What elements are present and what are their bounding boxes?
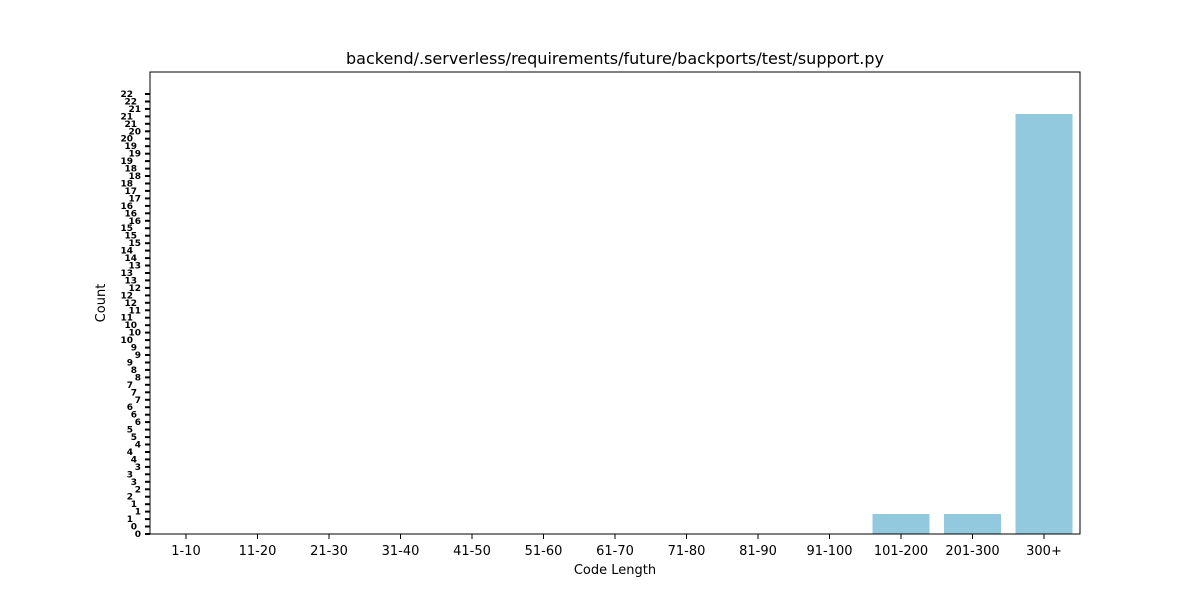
x-tick-label: 201-300 — [945, 544, 999, 559]
bar-101-200 — [873, 514, 930, 534]
x-tick-label: 1-10 — [171, 544, 201, 559]
x-tick-label: 21-30 — [310, 544, 348, 559]
x-tick-label: 41-50 — [453, 544, 491, 559]
y-tick-label: 1 — [127, 515, 133, 525]
chart-title: backend/.serverless/requirements/future/… — [346, 49, 884, 68]
y-tick-label: 7 — [127, 381, 133, 391]
x-tick-label: 71-80 — [668, 544, 706, 559]
x-tick-label: 91-100 — [806, 544, 852, 559]
x-tick-label: 81-90 — [739, 544, 777, 559]
x-axis-label: Code Length — [574, 563, 656, 578]
y-tick-label: 2 — [127, 493, 133, 503]
x-tick-label: 51-60 — [525, 544, 563, 559]
bar-300+ — [1016, 114, 1073, 534]
x-tick-label: 31-40 — [382, 544, 420, 559]
x-tick-label: 101-200 — [874, 544, 928, 559]
y-tick-label: 6 — [127, 403, 133, 413]
x-tick-label: 11-20 — [239, 544, 277, 559]
x-tick-label: 61-70 — [596, 544, 634, 559]
bar-201-300 — [944, 514, 1001, 534]
x-tick-label: 300+ — [1026, 544, 1062, 559]
y-axis-label: Count — [94, 284, 109, 323]
y-tick-label: 9 — [127, 359, 133, 369]
y-tick-label: 22 — [120, 90, 133, 100]
y-tick-label: 4 — [127, 448, 133, 458]
y-tick-label: 5 — [127, 426, 133, 436]
y-tick-label: 3 — [127, 470, 133, 480]
